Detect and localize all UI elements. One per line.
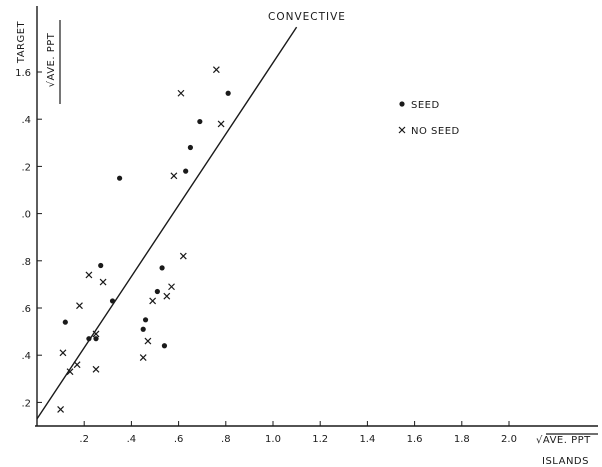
- no-seed-point: [85, 271, 93, 279]
- y-ticks: .2 .4 .6 .8 .0 .2 .4 1.6: [15, 68, 42, 409]
- y-tick-label: .8: [21, 257, 31, 268]
- seed-point: [86, 336, 92, 342]
- axes: [35, 6, 598, 427]
- no-seed-point: [92, 365, 100, 373]
- no-seed-point: [76, 302, 83, 310]
- no-seed-point: [92, 330, 100, 338]
- data-points: [57, 66, 231, 413]
- legend-noseed-marker: [398, 126, 406, 134]
- y-tick-label: 1.6: [15, 68, 31, 79]
- legend: SEED NO SEED: [398, 100, 460, 137]
- legend-noseed-label: NO SEED: [411, 126, 460, 137]
- no-seed-point: [66, 368, 74, 376]
- seed-point: [187, 144, 193, 151]
- legend-seed-label: SEED: [411, 100, 440, 111]
- seed-point: [197, 118, 203, 125]
- fit-line-label: CONVECTIVE: [268, 11, 346, 23]
- x-tick-label: 1.2: [312, 434, 328, 445]
- y-tick-label: .6: [21, 304, 31, 315]
- legend-seed-marker: [399, 101, 405, 107]
- seed-point: [159, 265, 165, 271]
- seed-point: [154, 288, 160, 295]
- no-seed-point: [217, 120, 225, 128]
- x-tick-label: .8: [221, 434, 231, 445]
- x-axis-label: √AVE. PPT: [536, 435, 591, 446]
- y-axis-label: √AVE. PPT: [46, 32, 57, 87]
- no-seed-point: [212, 66, 220, 74]
- no-seed-point: [99, 278, 107, 286]
- no-seed-point: [170, 172, 178, 180]
- seed-point: [183, 168, 189, 174]
- seed-point: [117, 175, 123, 181]
- seed-point: [62, 319, 68, 325]
- no-seed-point: [177, 89, 185, 97]
- seed-point: [98, 262, 104, 269]
- seed-point: [161, 343, 168, 349]
- seed-point: [140, 326, 146, 332]
- no-seed-point: [163, 292, 171, 300]
- x-tick-label: .2: [79, 434, 89, 445]
- no-seed-point: [144, 337, 152, 345]
- x-ticks: .2 .4 .6 .8 1.0 1.2 1.4 1.6 1.8 2.0: [79, 421, 517, 445]
- y-axis-sub-label: TARGET: [16, 20, 27, 64]
- y-tick-label: .4: [21, 115, 31, 126]
- y-tick-label: .4: [21, 351, 31, 362]
- seed-point: [93, 336, 99, 342]
- seed-point: [225, 90, 231, 96]
- y-tick-label: .2: [21, 162, 31, 173]
- no-seed-point: [179, 252, 187, 260]
- seed-point: [142, 317, 149, 323]
- x-tick-label: 1.4: [359, 434, 375, 445]
- fit-line-convective: [36, 26, 298, 420]
- no-seed-point: [139, 354, 147, 361]
- no-seed-point: [149, 297, 157, 305]
- y-tick-label: .2: [21, 398, 31, 409]
- no-seed-point: [59, 349, 67, 357]
- no-seed-point: [73, 361, 81, 369]
- x-tick-label: .4: [127, 434, 137, 445]
- x-tick-label: 1.6: [407, 434, 423, 445]
- x-axis-sub-label: ISLANDS: [542, 456, 589, 467]
- x-tick-label: 2.0: [501, 434, 517, 445]
- seed-point: [109, 298, 116, 304]
- x-tick-label: .6: [174, 434, 184, 445]
- fit-line-group: [36, 26, 298, 420]
- no-seed-point: [168, 283, 175, 291]
- no-seed-point: [57, 406, 65, 413]
- x-tick-label: 1.8: [454, 434, 470, 445]
- x-tick-label: 1.0: [265, 434, 281, 445]
- y-tick-label: .0: [21, 210, 31, 221]
